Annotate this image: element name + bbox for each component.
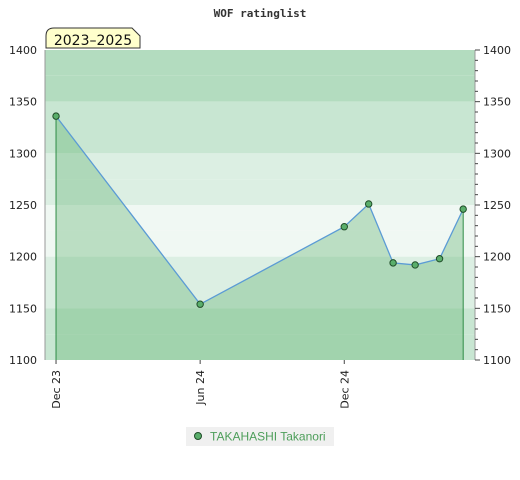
data-point [364,200,373,208]
data-point [459,205,467,213]
period-label-background [45,27,141,49]
y-axis-right: 1100 1150 1200 1250 1300 1350 1400 [474,44,511,367]
y-tick-label-right: 1350 [483,96,511,109]
data-point [435,255,444,263]
x-tick-label: Jun 24 [194,370,207,406]
y-tick-label-right: 1250 [483,199,511,212]
y-tick-label-left: 1150 [9,302,37,315]
y-tick-label-left: 1350 [9,96,37,109]
y-tick-label-right: 1150 [483,302,511,315]
data-point [52,112,60,120]
data-point [389,259,397,267]
y-tick-label-left: 1250 [9,199,37,212]
legend-background [186,427,334,446]
band [45,127,475,154]
y-axis-left: 1100 1150 1200 1250 1300 1350 1400 [9,44,46,367]
rating-markers [52,112,467,308]
band [45,75,475,102]
background-bands [45,50,475,360]
y-tick-label-right: 1100 [483,354,511,367]
area-fill [56,116,464,360]
data-point [340,223,348,231]
y-tick-label-left: 1200 [9,251,37,264]
band [45,179,475,205]
x-tick-label: Dec 24 [338,370,351,409]
x-tick-label: Dec 23 [50,370,63,409]
rating-line [55,115,464,306]
band [45,153,475,180]
data-point [196,300,204,308]
y-tick-label-right: 1200 [483,251,511,264]
band [45,50,475,76]
y-tick-label-left: 1400 [9,44,37,57]
y-tick-label-left: 1300 [9,147,37,160]
band [45,308,475,335]
band [45,101,475,128]
data-point [411,261,419,269]
legend-marker [194,432,202,440]
period-label-box: 2023–2025 [45,27,141,49]
y-tick-label-left: 1100 [9,354,37,367]
band [45,334,475,360]
band [45,256,475,283]
x-axis: Dec 23 Jun 24 Dec 24 [50,360,351,409]
legend-series-name: TAKAHASHI Takanori [210,430,326,444]
y-tick-label-right: 1300 [483,147,511,160]
band [45,205,475,231]
band [45,282,475,309]
rating-area [55,115,464,360]
y-tick-label-right: 1400 [483,44,511,57]
legend: TAKAHASHI Takanori [186,427,334,446]
chart-title: WOF ratinglist [214,7,307,20]
band [45,230,475,257]
period-label: 2023–2025 [54,33,132,49]
